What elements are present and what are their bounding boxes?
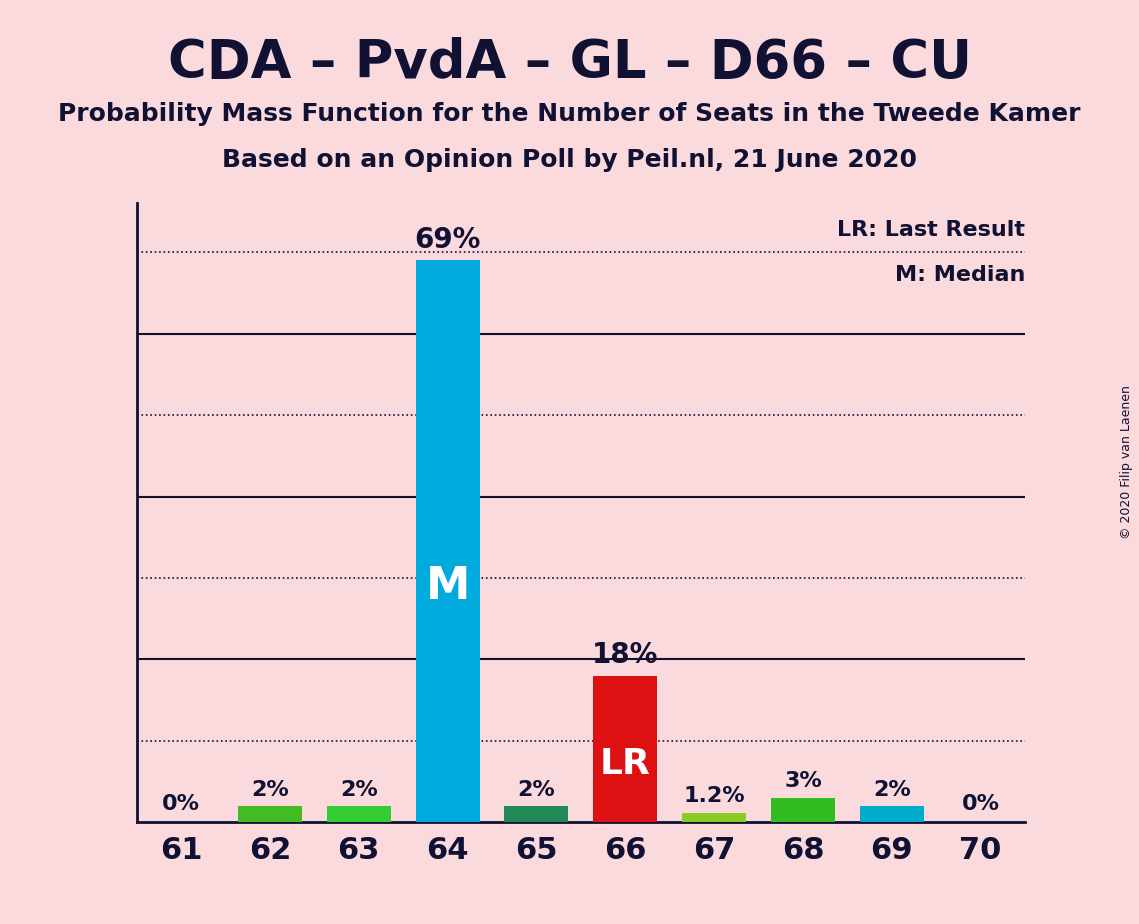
Text: 2%: 2% (872, 780, 911, 799)
Bar (238, 806, 302, 822)
Text: LR: LR (600, 747, 650, 781)
Text: 2%: 2% (339, 780, 378, 799)
Text: 69%: 69% (415, 225, 481, 254)
Text: 0%: 0% (162, 795, 200, 814)
Bar (327, 806, 391, 822)
Bar (682, 812, 746, 822)
Bar (593, 675, 657, 822)
Text: 2%: 2% (517, 780, 556, 799)
Text: 1.2%: 1.2% (683, 786, 745, 806)
Text: M: Median: M: Median (895, 264, 1025, 285)
Text: 0%: 0% (961, 795, 1000, 814)
Bar (771, 798, 835, 822)
Bar (505, 806, 568, 822)
Text: CDA – PvdA – GL – D66 – CU: CDA – PvdA – GL – D66 – CU (167, 37, 972, 89)
Text: M: M (426, 565, 469, 608)
Text: 18%: 18% (592, 641, 658, 669)
Text: LR: Last Result: LR: Last Result (837, 220, 1025, 240)
Text: Probability Mass Function for the Number of Seats in the Tweede Kamer: Probability Mass Function for the Number… (58, 102, 1081, 126)
Text: Based on an Opinion Poll by Peil.nl, 21 June 2020: Based on an Opinion Poll by Peil.nl, 21 … (222, 148, 917, 172)
Bar (860, 806, 924, 822)
Text: 2%: 2% (251, 780, 289, 799)
Bar (416, 261, 480, 822)
Text: © 2020 Filip van Laenen: © 2020 Filip van Laenen (1121, 385, 1133, 539)
Text: 3%: 3% (784, 772, 822, 791)
